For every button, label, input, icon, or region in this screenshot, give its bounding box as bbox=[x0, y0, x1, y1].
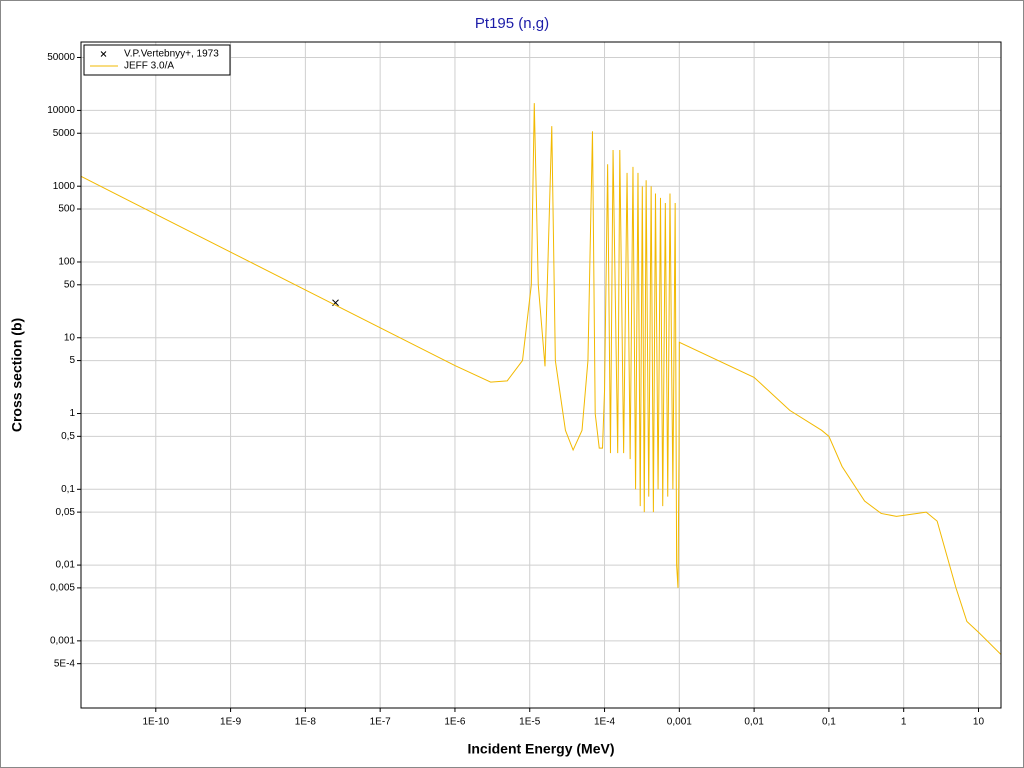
legend-label: JEFF 3.0/A bbox=[124, 61, 174, 72]
y-tick-label: 0,1 bbox=[61, 484, 75, 495]
y-tick-label: 5000 bbox=[53, 128, 76, 139]
x-tick-label: 0,01 bbox=[744, 717, 764, 728]
legend-symbol bbox=[100, 51, 107, 57]
y-tick-label: 0,01 bbox=[56, 560, 76, 571]
chart-title: Pt195 (n,g) bbox=[475, 15, 549, 32]
y-tick-label: 5 bbox=[69, 355, 75, 366]
y-tick-label: 1 bbox=[69, 408, 75, 419]
x-tick-label: 1E-5 bbox=[519, 717, 541, 728]
y-tick-label: 0,05 bbox=[56, 507, 76, 518]
legend-box bbox=[83, 44, 231, 76]
y-tick-label: 100 bbox=[58, 257, 75, 268]
y-tick-label: 50 bbox=[64, 279, 76, 290]
x-tick-label: 1E-8 bbox=[295, 717, 317, 728]
x-tick-label: 1E-9 bbox=[220, 717, 242, 728]
data-layer bbox=[81, 103, 1001, 655]
y-tick-label: 0,5 bbox=[61, 431, 75, 442]
x-tick-label: 0,1 bbox=[822, 717, 836, 728]
legend-label: V.P.Vertebnyy+, 1973 bbox=[124, 49, 219, 60]
y-tick-label: 5E-4 bbox=[54, 658, 76, 669]
y-tick-label: 0,001 bbox=[50, 635, 75, 646]
series-line bbox=[81, 103, 1001, 655]
grid bbox=[81, 42, 1001, 708]
y-tick-label: 10000 bbox=[47, 105, 75, 116]
y-axis-label: Cross section (b) bbox=[9, 318, 25, 432]
plot-border bbox=[80, 41, 1002, 709]
x-tick-label: 1 bbox=[901, 717, 907, 728]
x-tick-label: 1E-10 bbox=[142, 717, 169, 728]
x-axis-label: Incident Energy (MeV) bbox=[467, 741, 614, 757]
y-tick-label: 1000 bbox=[53, 181, 76, 192]
x-tick-label: 10 bbox=[973, 717, 985, 728]
y-tick-label: 10 bbox=[64, 332, 76, 343]
y-tick-label: 500 bbox=[58, 204, 75, 215]
x-tick-label: 1E-4 bbox=[594, 717, 616, 728]
x-tick-label: 1E-7 bbox=[370, 717, 392, 728]
x-tick-label: 1E-6 bbox=[444, 717, 466, 728]
y-tick-label: 0,005 bbox=[50, 583, 75, 594]
plot-area bbox=[81, 42, 1001, 708]
y-tick-label: 50000 bbox=[47, 52, 75, 63]
axes: 1E-10 1E-9 1E-8 1E-7 1E-6 1E-5 1E-4 0,001 0,01 0,… bbox=[47, 52, 984, 728]
x-tick-label: 0,001 bbox=[667, 717, 692, 728]
